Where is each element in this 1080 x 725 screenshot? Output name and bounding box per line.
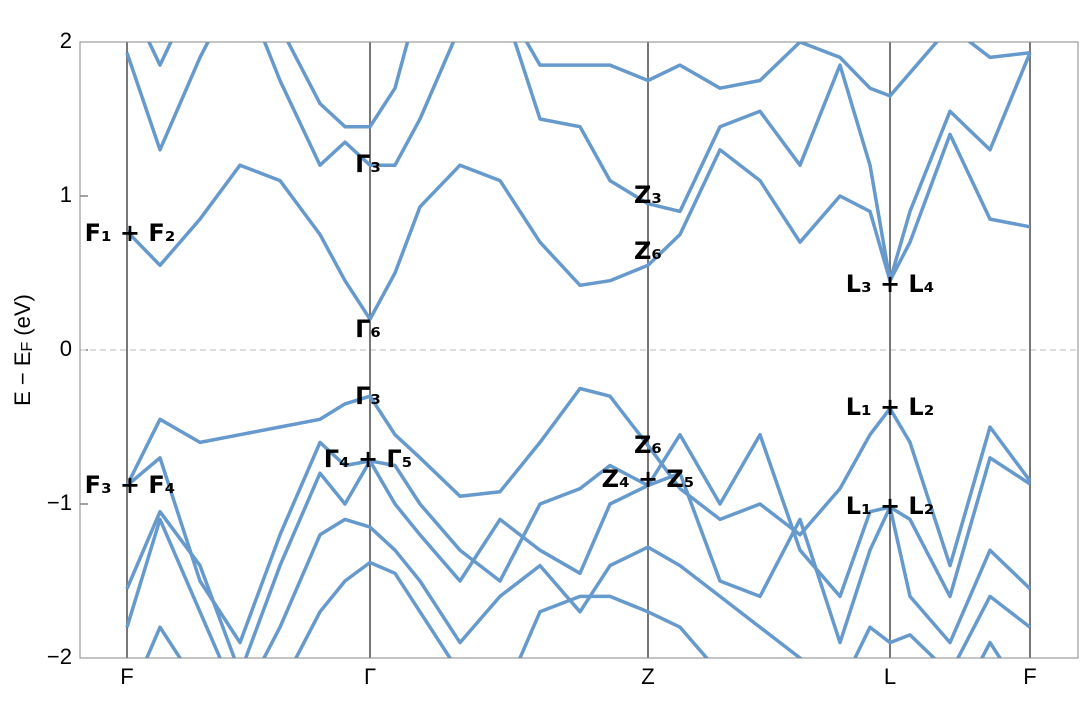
x-tick-label: Z: [641, 664, 654, 689]
y-tick-label: 0: [60, 336, 72, 361]
band-line: [125, 386, 1032, 568]
plot-frame: [79, 41, 1079, 659]
x-tick-label: L: [884, 664, 896, 689]
band-label: F₁ + F₂: [85, 219, 176, 247]
band-line: [144, 560, 1003, 658]
bands: [125, 42, 1032, 658]
x-tick-label: Γ: [364, 664, 376, 689]
band-line: [125, 432, 1031, 645]
band-label: L₁ + L₂: [846, 393, 934, 421]
band-line: [125, 132, 1031, 321]
band-line: [147, 42, 1031, 129]
band-label: Γ₃: [355, 150, 381, 178]
y-tick-label: −1: [47, 490, 72, 515]
band-label: Z₆: [634, 237, 662, 265]
band-label: L₁ + L₂: [846, 492, 934, 520]
band-label: Γ₃: [355, 382, 381, 410]
y-tick-label: −2: [47, 644, 72, 669]
band-label: Z₆: [634, 431, 662, 459]
band-line: [125, 459, 1032, 658]
band-label: L₃ + L₄: [846, 270, 934, 298]
band-line: [125, 42, 1032, 283]
x-tick-label: F: [120, 664, 133, 689]
band-label: Γ₆: [355, 315, 381, 343]
band-label: Z₃: [634, 181, 662, 209]
y-tick-label: 2: [60, 28, 72, 53]
y-axis-label: E − EF(eV): [10, 294, 36, 406]
band-line: [125, 517, 1032, 658]
y-tick-label: 1: [60, 182, 72, 207]
band-label: Z₄ + Z₅: [602, 465, 695, 493]
band-label: Γ₄ + Γ₅: [324, 445, 412, 473]
x-tick-label: F: [1023, 664, 1036, 689]
band-label: F₃ + F₄: [85, 471, 176, 499]
